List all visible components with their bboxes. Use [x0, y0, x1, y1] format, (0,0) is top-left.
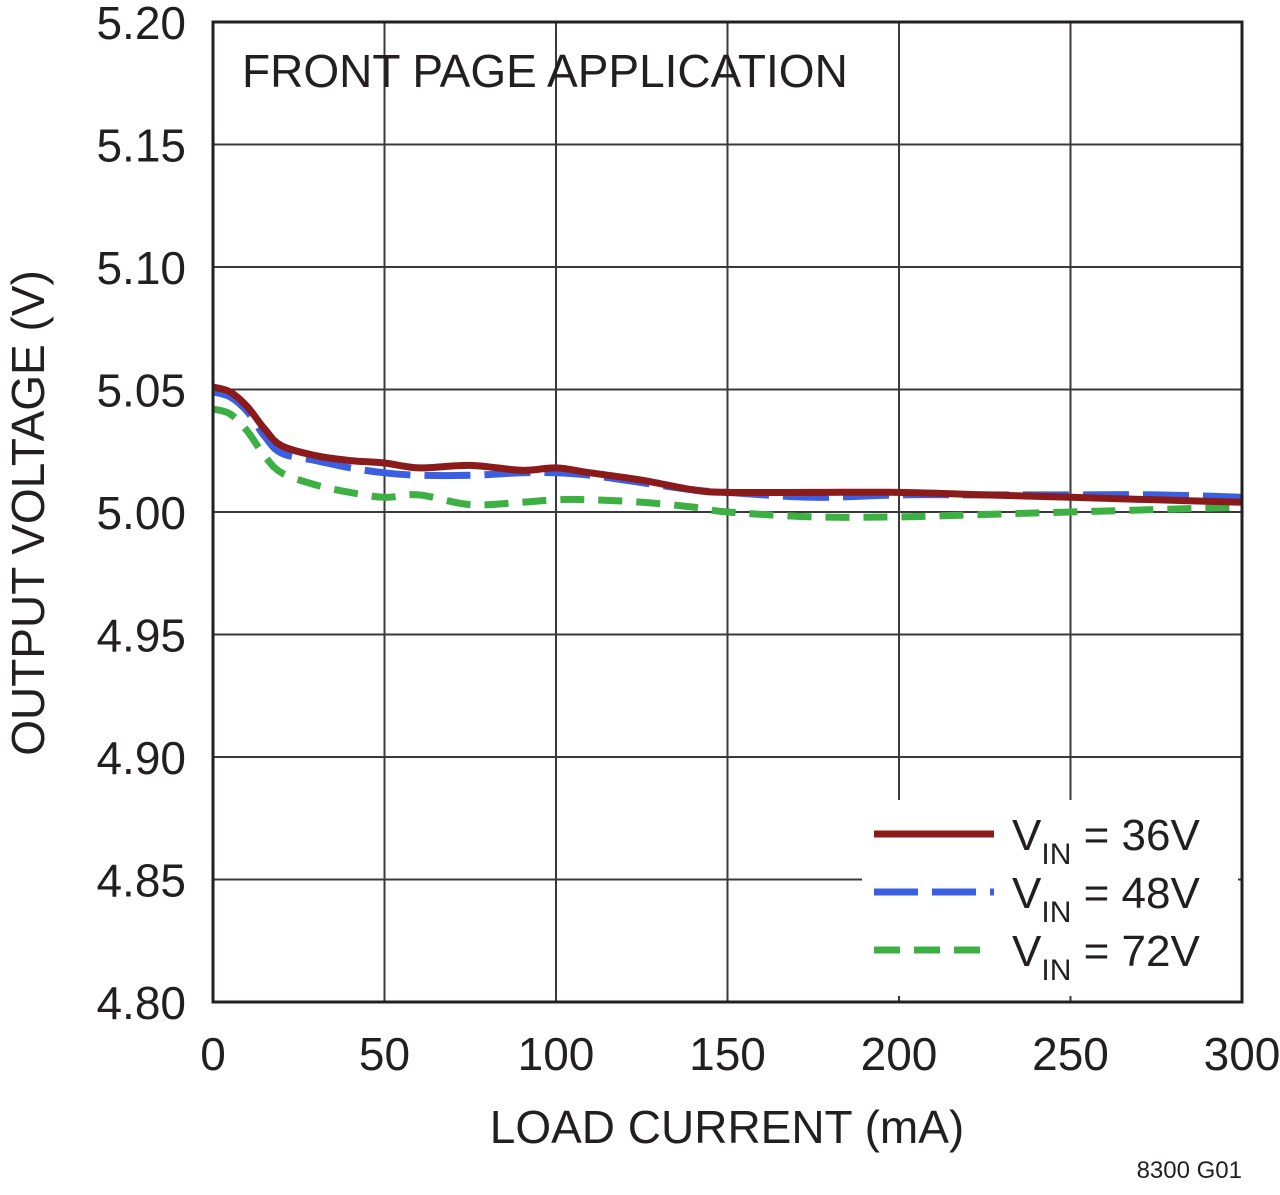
series-line: [211, 383, 1243, 506]
y-tick-label: 4.80: [96, 977, 186, 1029]
chart-annotation: FRONT PAGE APPLICATION: [242, 45, 848, 97]
x-tick-label: 50: [359, 1028, 410, 1080]
x-tick-label: 250: [1032, 1028, 1109, 1080]
y-tick-label: 5.20: [96, 0, 186, 49]
tick-labels: 0 50 100 150 200 250 300 5.20 5.15 5.10 5.05 5.00 4.…: [96, 0, 1280, 1080]
x-axis-title: LOAD CURRENT (mA): [490, 1101, 965, 1153]
x-tick-label: 100: [518, 1028, 595, 1080]
series-line: [212, 405, 1243, 521]
y-tick-label: 4.90: [96, 732, 186, 784]
y-axis-title: OUTPUT VOLTAGE (V): [2, 270, 54, 756]
x-tick-label: 300: [1204, 1028, 1280, 1080]
y-tick-label: 5.00: [96, 487, 186, 539]
y-tick-label: 4.85: [96, 855, 186, 907]
y-tick-label: 4.95: [96, 610, 186, 662]
legend-label: VIN = 48V: [1012, 869, 1200, 929]
x-tick-label: 0: [200, 1028, 226, 1080]
plot-frame: [211, 20, 1244, 1004]
legend-label: VIN = 36V: [1012, 811, 1200, 871]
legend-label: VIN = 72V: [1012, 927, 1200, 987]
plot-series: [211, 383, 1243, 521]
y-tick-label: 5.15: [96, 120, 186, 172]
figure-id: 8300 G01: [1137, 1157, 1242, 1184]
y-tick-label: 5.10: [96, 242, 186, 294]
y-tick-label: 5.05: [96, 365, 186, 417]
x-tick-label: 200: [861, 1028, 938, 1080]
x-tick-label: 150: [689, 1028, 766, 1080]
